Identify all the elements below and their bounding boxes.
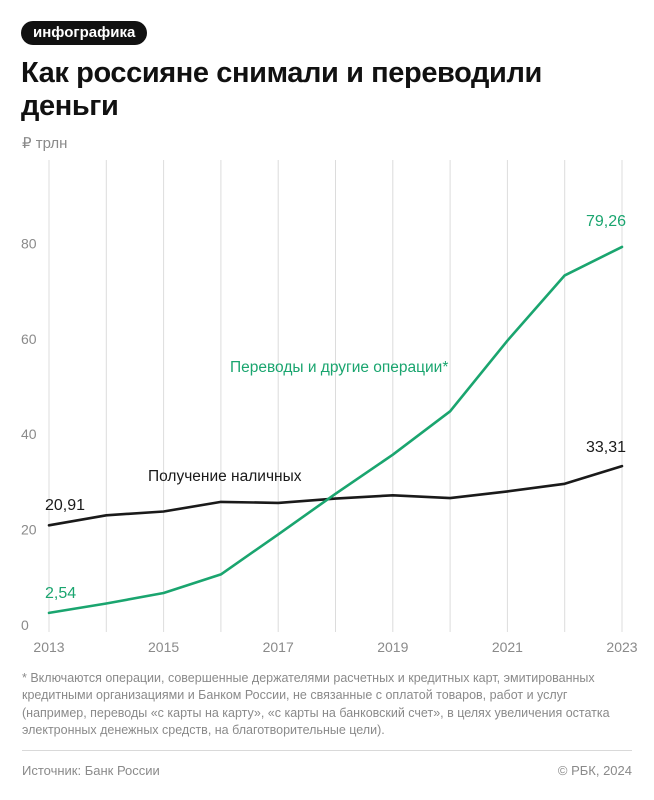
- copyright-text: © РБК, 2024: [557, 763, 632, 778]
- series-label-cash: Получение наличных: [148, 468, 302, 485]
- x-tick-label-2015: 2015: [148, 639, 179, 655]
- footer-divider: [22, 750, 632, 751]
- x-tick-label-2023: 2023: [606, 639, 637, 655]
- y-tick-label-0: 0: [21, 617, 29, 633]
- y-tick-label-40: 40: [21, 426, 37, 442]
- y-tick-label-80: 80: [21, 235, 37, 251]
- x-tick-label-2017: 2017: [263, 639, 294, 655]
- data-label-transfers-end: 79,26: [586, 213, 626, 230]
- x-tick-label-2021: 2021: [492, 639, 523, 655]
- data-label-cash-start: 20,91: [45, 497, 85, 514]
- series-line-transfers: [47, 245, 624, 615]
- line-chart: 0 20 40 60 80 2013 2015 2017 2019 2021 2023 Получен…: [21, 160, 638, 655]
- footnote: * Включаются операции, совершенные держа…: [22, 671, 610, 737]
- chart-title: Как россияне снимали и переводили деньги: [21, 57, 542, 122]
- series-line-cash: [47, 464, 624, 527]
- x-tick-label-2013: 2013: [33, 639, 64, 655]
- source-text: Источник: Банк России: [22, 763, 160, 778]
- series-label-transfers: Переводы и другие операции*: [230, 359, 448, 376]
- y-tick-label-60: 60: [21, 331, 37, 347]
- category-badge: инфографика: [21, 21, 148, 45]
- x-tick-label-2019: 2019: [377, 639, 408, 655]
- data-label-transfers-start: 2,54: [45, 585, 76, 602]
- data-label-cash-end: 33,31: [586, 439, 626, 456]
- y-tick-label-20: 20: [21, 522, 37, 538]
- y-axis-unit: ₽ трлн: [22, 135, 68, 152]
